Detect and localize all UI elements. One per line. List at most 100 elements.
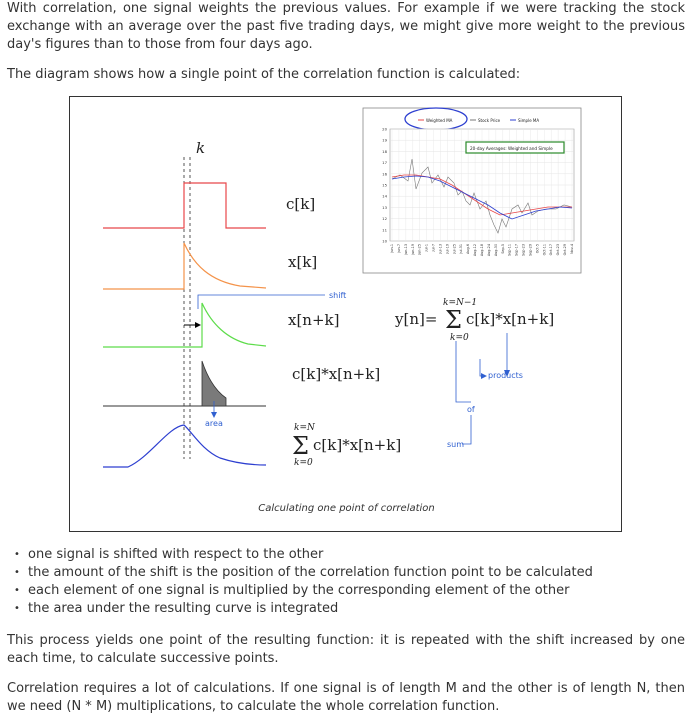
inset-x-tick-label: Jul-7 (432, 244, 436, 252)
area-label: area (205, 419, 223, 428)
inset-title: 20-day Averages: Weighted and Simple (470, 146, 553, 151)
stock-chart-inset: Weighted MA Stock Price Simple MA 20 19 18… (362, 107, 582, 274)
cost-paragraph: Correlation requires a lot of calculatio… (7, 681, 685, 714)
conclusion-paragraph: This process yields one point of the res… (7, 633, 685, 666)
correlation-figure: k c[k] x[k] shift x[n+k] c[k]*x[n+k] are… (69, 96, 622, 532)
inset-x-tick-label: Nov-4 (570, 244, 574, 254)
sum-expression: c[k]*x[n+k] (313, 436, 401, 454)
list-item: • the amount of the shift is the position… (14, 564, 593, 582)
inset-x-tick-label: Sep-29 (528, 244, 532, 256)
inset-x-tick-label: Aug-24 (487, 244, 491, 256)
inset-grid (390, 128, 574, 242)
shift-label: shift (329, 291, 346, 300)
inset-y-tick-label: 18 (382, 149, 387, 154)
inset-x-tick-label: Jun-7 (397, 244, 401, 254)
inset-weighted-ma-line (391, 174, 572, 216)
list-item-text: the area under the resulting curve is in… (28, 601, 339, 616)
x-label: x[k] (288, 253, 317, 271)
sum-lower-limit: k=0 (294, 458, 313, 468)
diagram-intro-paragraph: The diagram shows how a single point of … (7, 67, 521, 82)
inset-y-tick-label: 16 (382, 171, 387, 176)
inset-x-tick-label: Jun-13 (404, 244, 408, 256)
inset-y-tick-label: 15 (382, 183, 387, 188)
inset-x-tick-label: Aug-6 (466, 244, 470, 254)
list-item-text: one signal is shifted with respect to th… (28, 547, 324, 562)
inset-x-tick-label: Oct-11 (542, 244, 546, 255)
bullet-icon: • (14, 549, 20, 560)
inset-x-ticks: Jun-1 Jun-7 Jun-13 Jun-19 Jun-25 Jul-1 Jul-7 Ju… (390, 244, 574, 256)
sum-word-label: sum (447, 440, 464, 449)
inset-x-tick-label: Oct-23 (556, 244, 560, 255)
inset-x-tick-label: Sep-11 (508, 244, 512, 256)
bullet-icon: • (14, 603, 20, 614)
equation-rhs: c[k]*x[n+k] (466, 310, 554, 328)
legend-weighted-ma: Weighted MA (426, 118, 453, 123)
equation-lhs: y[n]= (394, 310, 437, 328)
intro-paragraph: With correlation, one signal weights the… (7, 1, 685, 52)
steps-list: • one signal is shifted with respect to t… (14, 546, 593, 618)
inset-x-tick-label: Jun-25 (418, 244, 422, 256)
inset-x-tick-label: Aug-12 (473, 244, 477, 256)
result-curve (103, 424, 267, 468)
inset-y-ticks: 20 19 18 17 16 15 14 13 12 11 10 (382, 127, 387, 244)
list-item: • each element of one signal is multiplie… (14, 582, 593, 600)
list-item-text: each element of one signal is multiplied… (28, 583, 570, 598)
inset-stock-price-line (391, 158, 573, 234)
equation-sigma: Σ (445, 306, 462, 334)
x-signal-curve (103, 242, 267, 290)
of-label: of (467, 405, 475, 414)
equation-upper-limit: k=N−1 (443, 298, 477, 308)
inset-x-tick-label: Jul-31 (459, 244, 463, 255)
inset-title-box (465, 141, 565, 154)
area-pointer-arrowhead (211, 412, 217, 418)
inset-y-tick-label: 19 (382, 138, 387, 143)
shift-arrowhead (195, 322, 201, 328)
list-item: • one signal is shifted with respect to t… (14, 546, 593, 564)
product-label: c[k]*x[n+k] (292, 365, 380, 383)
products-label: products (488, 371, 523, 380)
inset-x-tick-label: Oct-5 (535, 244, 539, 253)
inset-x-tick-label: Oct-29 (563, 244, 567, 255)
inset-x-tick-label: Jul-13 (438, 244, 442, 255)
inset-x-tick-label: Oct-17 (549, 244, 553, 255)
equation-lower-limit: k=0 (450, 333, 469, 343)
inset-x-tick-label: Sep-23 (522, 244, 526, 256)
inset-y-tick-label: 13 (382, 205, 387, 210)
shift-pointer-line (197, 294, 325, 309)
products-pointer-arrowhead (504, 370, 510, 377)
inset-y-tick-label: 14 (382, 194, 387, 199)
correlation-diagram: k c[k] x[k] shift x[n+k] c[k]*x[n+k] are… (103, 107, 582, 468)
shifted-signal-curve (103, 302, 267, 348)
list-item-text: the amount of the shift is the position … (28, 565, 593, 580)
inset-simple-ma-line (391, 175, 573, 220)
inset-x-tick-label: Jul-1 (425, 244, 429, 252)
inset-x-tick-label: Sep-17 (515, 244, 519, 256)
xshift-label: x[n+k] (288, 311, 339, 329)
inset-x-tick-label: Jul-19 (445, 244, 449, 255)
inset-x-tick-label: Aug-18 (480, 244, 484, 256)
bullet-icon: • (14, 567, 20, 578)
inset-x-tick-label: Jul-25 (452, 244, 456, 255)
inset-y-tick-label: 17 (382, 160, 387, 165)
products-bracket (479, 359, 484, 377)
c-label: c[k] (286, 195, 315, 213)
products-bracket-arrowhead (481, 373, 487, 379)
inset-y-tick-label: 12 (382, 216, 387, 221)
of-bracket (455, 341, 471, 403)
inset-x-tick-label: Jun-1 (390, 244, 394, 254)
inset-y-tick-label: 11 (382, 227, 387, 232)
sum-sigma: Σ (292, 432, 309, 460)
list-item: • the area under the resulting curve is i… (14, 600, 593, 618)
inset-x-tick-label: Sep-5 (501, 244, 505, 254)
inset-x-tick-label: Aug-30 (494, 244, 498, 256)
bullet-icon: • (14, 585, 20, 596)
inset-y-tick-label: 10 (382, 239, 387, 244)
inset-x-tick-label: Jun-19 (411, 244, 415, 256)
figure-caption: Calculating one point of correlation (258, 503, 435, 514)
inset-y-tick-label: 20 (382, 127, 387, 132)
product-area (201, 360, 227, 407)
sum-bracket (462, 415, 472, 445)
c-signal-curve (103, 182, 266, 229)
k-label: k (196, 139, 205, 157)
legend-simple-ma: Simple MA (518, 118, 539, 123)
